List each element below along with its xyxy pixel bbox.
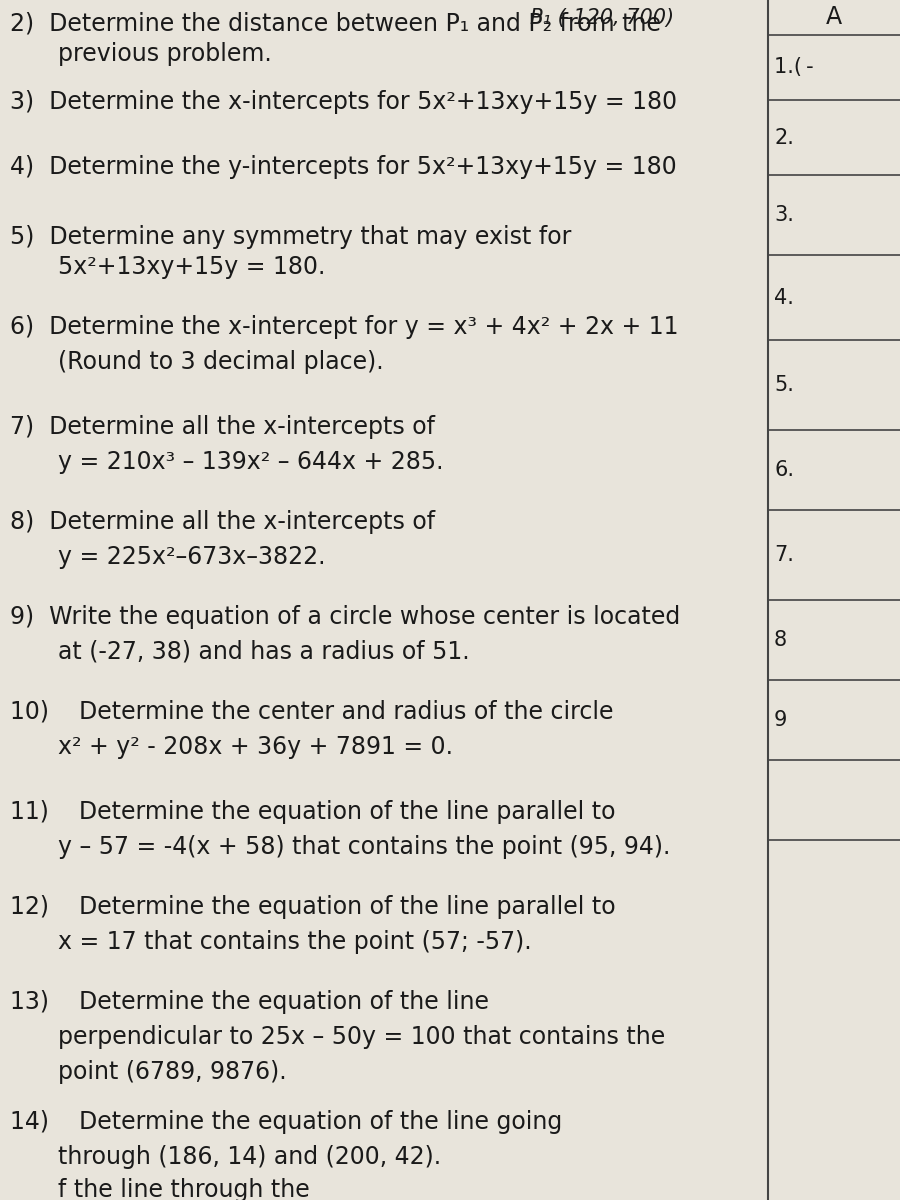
Text: (Round to 3 decimal place).: (Round to 3 decimal place). — [28, 350, 383, 374]
Text: through (186, 14) and (200, 42).: through (186, 14) and (200, 42). — [28, 1145, 441, 1169]
Text: 5.: 5. — [774, 374, 794, 395]
Text: 6.: 6. — [774, 460, 794, 480]
Text: 2.: 2. — [774, 127, 794, 148]
Text: 13)    Determine the equation of the line: 13) Determine the equation of the line — [10, 990, 489, 1014]
Text: 3.: 3. — [774, 205, 794, 226]
Text: 9: 9 — [774, 710, 788, 730]
Text: previous problem.: previous problem. — [28, 42, 272, 66]
Text: P₁ (-120, 700): P₁ (-120, 700) — [530, 8, 674, 28]
Text: f the line through the: f the line through the — [28, 1178, 310, 1200]
Text: 7.: 7. — [774, 545, 794, 565]
Text: 14)    Determine the equation of the line going: 14) Determine the equation of the line g… — [10, 1110, 562, 1134]
Text: y = 225x²–673x–3822.: y = 225x²–673x–3822. — [28, 545, 326, 569]
Text: perpendicular to 25x – 50y = 100 that contains the: perpendicular to 25x – 50y = 100 that co… — [28, 1025, 665, 1049]
Text: A: A — [826, 6, 842, 30]
Text: y = 210x³ – 139x² – 644x + 285.: y = 210x³ – 139x² – 644x + 285. — [28, 450, 444, 474]
Text: point (6789, 9876).: point (6789, 9876). — [28, 1060, 286, 1084]
Text: at (-27, 38) and has a radius of 51.: at (-27, 38) and has a radius of 51. — [28, 640, 470, 664]
Text: 4)  Determine the y-intercepts for 5x²+13xy+15y = 180: 4) Determine the y-intercepts for 5x²+13… — [10, 155, 677, 179]
Text: x = 17 that contains the point (57; -57).: x = 17 that contains the point (57; -57)… — [28, 930, 532, 954]
Text: 2)  Determine the distance between P₁ and P₂ from the: 2) Determine the distance between P₁ and… — [10, 12, 661, 36]
Bar — [768, 0, 900, 1200]
Text: 4.: 4. — [774, 288, 794, 307]
Text: 5x²+13xy+15y = 180.: 5x²+13xy+15y = 180. — [28, 254, 326, 278]
Text: 1.( -: 1.( - — [774, 58, 818, 78]
Text: y – 57 = -4(x + 58) that contains the point (95, 94).: y – 57 = -4(x + 58) that contains the po… — [28, 835, 670, 859]
Text: 3)  Determine the x-intercepts for 5x²+13xy+15y = 180: 3) Determine the x-intercepts for 5x²+13… — [10, 90, 677, 114]
Text: 11)    Determine the equation of the line parallel to: 11) Determine the equation of the line p… — [10, 800, 616, 824]
Text: 8)  Determine all the x-intercepts of: 8) Determine all the x-intercepts of — [10, 510, 435, 534]
Text: 12)    Determine the equation of the line parallel to: 12) Determine the equation of the line p… — [10, 895, 616, 919]
Text: 7)  Determine all the x-intercepts of: 7) Determine all the x-intercepts of — [10, 415, 435, 439]
Text: 9)  Write the equation of a circle whose center is located: 9) Write the equation of a circle whose … — [10, 605, 680, 629]
Text: x² + y² - 208x + 36y + 7891 = 0.: x² + y² - 208x + 36y + 7891 = 0. — [28, 734, 453, 758]
Text: 8: 8 — [774, 630, 788, 650]
Text: 10)    Determine the center and radius of the circle: 10) Determine the center and radius of t… — [10, 700, 614, 724]
Text: 6)  Determine the x-intercept for y = x³ + 4x² + 2x + 11: 6) Determine the x-intercept for y = x³ … — [10, 314, 679, 338]
Text: 5)  Determine any symmetry that may exist for: 5) Determine any symmetry that may exist… — [10, 226, 572, 248]
